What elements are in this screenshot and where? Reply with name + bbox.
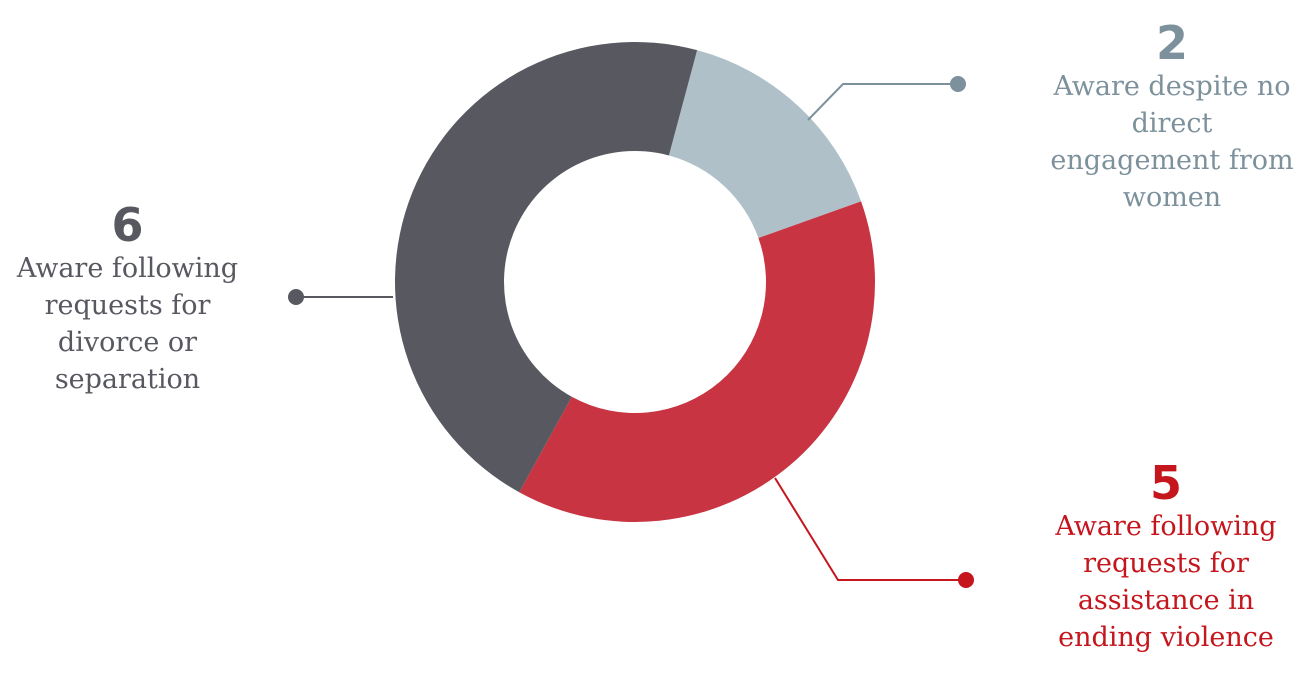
leader-dot-2 (288, 289, 304, 305)
donut-slice-2 (394, 41, 698, 493)
leader-line-0 (807, 83, 958, 121)
leader-line-1 (774, 477, 966, 581)
slice-category-label: Aware following requests for assistance … (1055, 511, 1277, 653)
slice-value-label: 2 (1155, 16, 1188, 70)
callout-aware-despite-no-engagement: 2 Aware despite no direct engagement fro… (1047, 18, 1297, 216)
callout-aware-following-assistance: 5 Aware following requests for assistanc… (1031, 458, 1299, 656)
donut-slice-0 (668, 50, 862, 239)
slice-value-label: 5 (1149, 456, 1182, 510)
callout-aware-following-divorce: 6 Aware following requests for divorce o… (0, 200, 255, 398)
leader-dot-1 (958, 572, 974, 588)
slice-value-label: 6 (111, 198, 144, 252)
leader-dot-0 (950, 76, 966, 92)
slice-category-label: Aware despite no direct engagement from … (1050, 71, 1294, 213)
donut-slice-1 (519, 201, 875, 523)
slice-category-label: Aware following requests for divorce or … (16, 253, 239, 395)
